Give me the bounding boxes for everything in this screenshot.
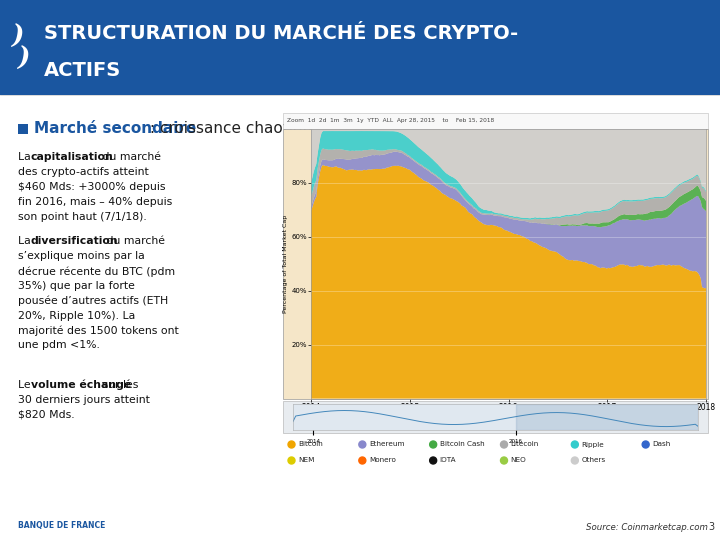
Text: Ripple: Ripple <box>581 442 604 448</box>
Text: Marché secondaire: Marché secondaire <box>34 121 197 136</box>
Text: NEM: NEM <box>298 457 315 463</box>
Circle shape <box>430 441 436 448</box>
Text: $460 Mds: +3000% depuis: $460 Mds: +3000% depuis <box>18 182 166 192</box>
Text: 20%, Ripple 10%). La: 20%, Ripple 10%). La <box>18 310 135 321</box>
Text: NEO: NEO <box>510 457 526 463</box>
Circle shape <box>359 457 366 464</box>
Circle shape <box>572 457 578 464</box>
Text: IOTA: IOTA <box>440 457 456 463</box>
Text: La: La <box>18 152 35 163</box>
Text: décrue récente du BTC (pdm: décrue récente du BTC (pdm <box>18 266 175 276</box>
Text: Dash: Dash <box>652 442 670 448</box>
Text: La: La <box>18 237 35 246</box>
Text: Bitcoin: Bitcoin <box>298 442 323 448</box>
Text: Source: Coinmarketcap.com: Source: Coinmarketcap.com <box>586 523 708 532</box>
Text: Le: Le <box>18 380 34 390</box>
Text: Others: Others <box>581 457 606 463</box>
Text: 30 derniers jours atteint: 30 derniers jours atteint <box>18 395 150 404</box>
Text: majorité des 1500 tokens ont: majorité des 1500 tokens ont <box>18 325 179 336</box>
Bar <box>0 0 720 94</box>
Y-axis label: Percentage of Total Market Cap: Percentage of Total Market Cap <box>284 214 289 313</box>
Text: s’explique moins par la: s’explique moins par la <box>18 251 145 261</box>
Text: diversification: diversification <box>31 237 119 246</box>
Circle shape <box>500 457 508 464</box>
Text: 35%) que par la forte: 35%) que par la forte <box>18 281 135 291</box>
Text: STRUCTURATION DU MARCHÉ DES CRYPTO-: STRUCTURATION DU MARCHÉ DES CRYPTO- <box>44 24 518 43</box>
Text: son point haut (7/1/18).: son point haut (7/1/18). <box>18 212 147 222</box>
Circle shape <box>288 441 295 448</box>
Text: ): ) <box>18 46 30 71</box>
Text: Monero: Monero <box>369 457 396 463</box>
Text: Zoom  1d  2d  1m  3m  1y  YTD  ALL  Apr 28, 2015    to    Feb 15, 2018: Zoom 1d 2d 1m 3m 1y YTD ALL Apr 28, 2015… <box>287 118 494 123</box>
Text: sur les: sur les <box>99 380 138 390</box>
Circle shape <box>430 457 436 464</box>
Circle shape <box>288 457 295 464</box>
Text: du marché: du marché <box>99 152 161 163</box>
Bar <box>18 124 28 133</box>
Text: BANQUE DE FRANCE: BANQUE DE FRANCE <box>18 521 105 530</box>
Bar <box>516 403 698 429</box>
Circle shape <box>642 441 649 448</box>
Text: pousée d’autres actifs (ETH: pousée d’autres actifs (ETH <box>18 296 168 306</box>
Text: capitalisation: capitalisation <box>31 152 114 163</box>
Text: : croissance chaotique et diversification: : croissance chaotique et diversificatio… <box>145 121 455 136</box>
Text: ): ) <box>12 23 24 49</box>
Text: Litecoin: Litecoin <box>510 442 539 448</box>
Text: Bitcoin Cash: Bitcoin Cash <box>440 442 485 448</box>
Circle shape <box>500 441 508 448</box>
Text: ACTIFS: ACTIFS <box>44 62 121 80</box>
Text: une pdm <1%.: une pdm <1%. <box>18 340 100 350</box>
Circle shape <box>572 441 578 448</box>
Text: fin 2016, mais – 40% depuis: fin 2016, mais – 40% depuis <box>18 197 172 207</box>
Circle shape <box>359 441 366 448</box>
Text: 3: 3 <box>708 522 714 532</box>
Bar <box>283 129 708 399</box>
Bar <box>283 112 708 129</box>
Text: du marché: du marché <box>104 237 166 246</box>
Text: volume échangé: volume échangé <box>31 380 131 390</box>
Bar <box>283 401 708 433</box>
Text: Ethereum: Ethereum <box>369 442 405 448</box>
Text: des crypto-actifs atteint: des crypto-actifs atteint <box>18 167 149 177</box>
Text: $820 Mds.: $820 Mds. <box>18 409 75 419</box>
